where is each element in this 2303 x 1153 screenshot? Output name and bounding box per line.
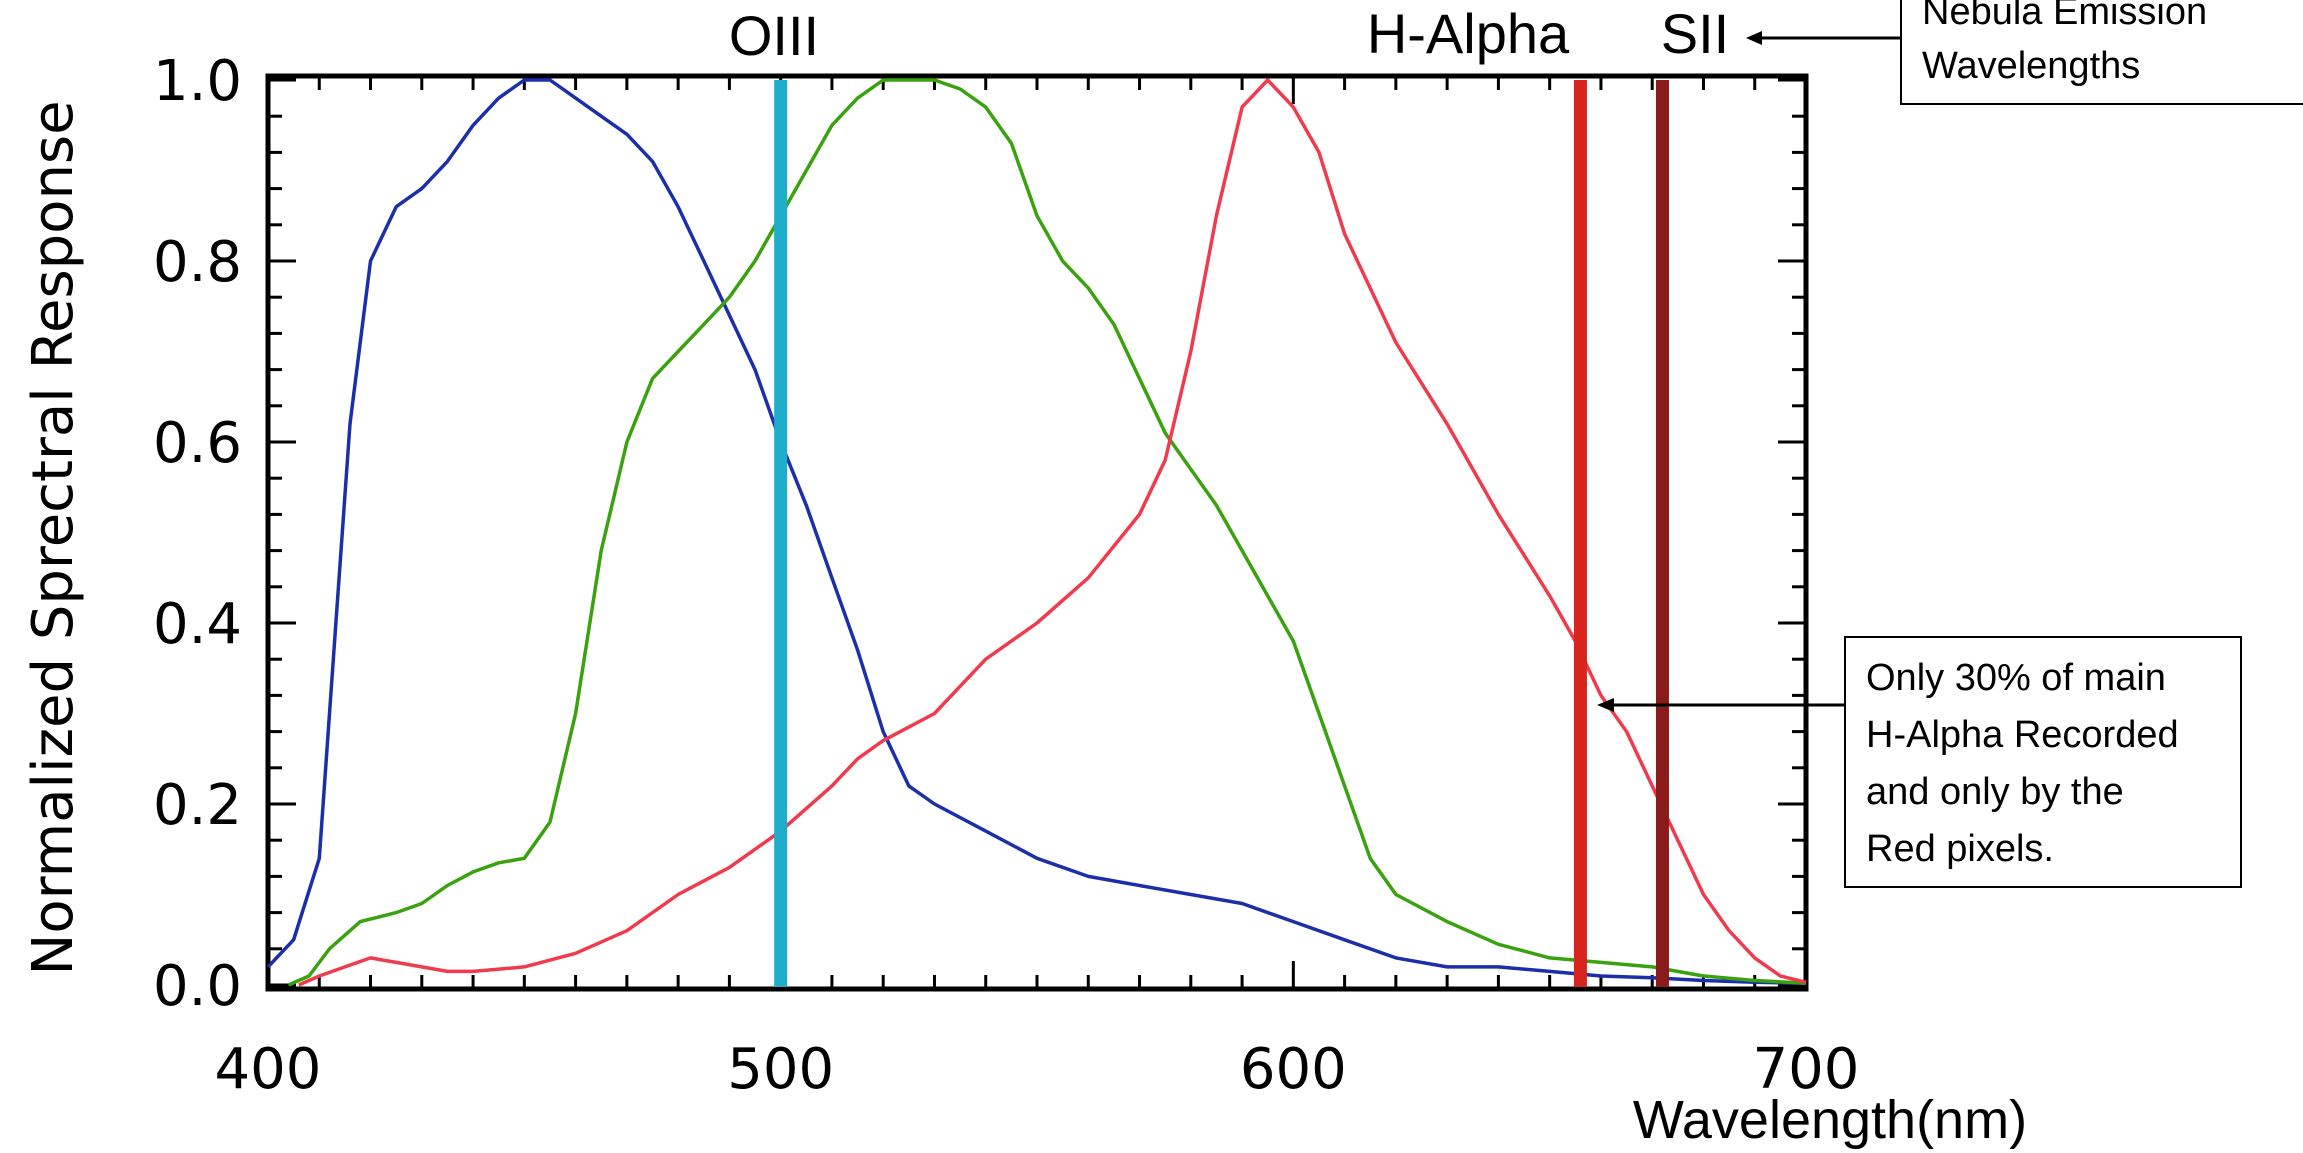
x-axis-label: Wavelength(nm) [1633,1090,2027,1150]
h-alpha-label: H-Alpha [1367,2,1570,65]
y-tick-labels: 0.0 0.2 0.4 0.6 0.8 1.0 [153,49,242,1019]
h-alpha-annotation-line-4: Red pixels. [1866,828,2054,870]
h-alpha-annotation-box [1844,636,2242,888]
y-tick-label: 0.0 [153,954,242,1019]
nebula-annotation: Nebula Emission Wavelengths [1746,0,2303,105]
series-line-0 [266,78,1807,985]
h-alpha-annotation-line-2: H-Alpha Recorded [1866,714,2179,756]
h-alpha-annotation-line-1: Only 30% of main [1866,657,2166,699]
y-tick-label: 0.8 [153,230,242,295]
y-tick-label: 1.0 [153,49,242,114]
x-tick-label: 500 [727,1037,834,1102]
nebula-annotation-line-1: Nebula Emission [1922,0,2207,33]
h-alpha-annotation: Only 30% of main H-Alpha Recorded and on… [1597,636,2242,888]
nebula-annotation-box [1900,0,2303,105]
oiii-label: OIII [729,4,819,67]
y-tick-label: 0.6 [153,411,242,476]
series-line-1 [287,78,1807,987]
h-alpha-annotation-line-3: and only by the [1866,771,2124,813]
y-axis-label: Normalized Sprectral Response [21,100,86,975]
nebula-annotation-line-2: Wavelengths [1922,45,2140,87]
h-alpha-arrowhead-icon [1597,698,1614,712]
x-tick-label: 400 [215,1037,322,1102]
x-tick-label: 700 [1753,1037,1860,1102]
emission-lines [774,80,1669,987]
sii-label: SII [1661,2,1729,65]
x-tick-label: 600 [1240,1037,1347,1102]
nebula-arrowhead-icon [1746,31,1762,45]
x-tick-labels: 400 500 600 700 [215,1037,1860,1102]
y-tick-label: 0.2 [153,773,242,838]
y-tick-label: 0.4 [153,592,242,657]
